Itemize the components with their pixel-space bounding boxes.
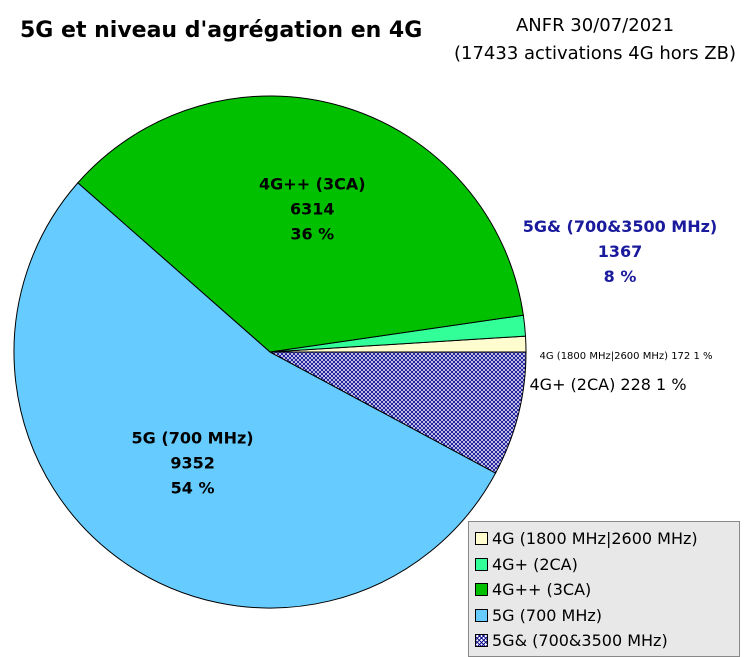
slice-label-4g: 4G (1800 MHz|2600 MHz) 172 1 % — [540, 351, 713, 362]
slice-value-5g-700-3500: 1367 — [598, 242, 643, 261]
legend-swatch-5g-700-3500 — [475, 634, 488, 648]
slice-label-5g-700-3500: 5G& (700&3500 MHz) — [523, 217, 718, 236]
slice-value-5g-700: 9352 — [170, 453, 215, 472]
legend-label-5g-700-3500: 5G& (700&3500 MHz) — [492, 631, 668, 651]
legend-item-4g-plus: 4G+ (2CA) — [475, 552, 733, 578]
legend-swatch-4g-plus — [475, 557, 488, 571]
legend-swatch-5g-700 — [475, 608, 488, 622]
legend-item-4g-plusplus: 4G++ (3CA) — [475, 577, 733, 603]
slice-percent-4g-plusplus: 36 % — [290, 225, 334, 244]
legend-label-4g-plus: 4G+ (2CA) — [492, 554, 578, 574]
subtitle-source-date: ANFR 30/07/2021 — [515, 15, 675, 36]
subtitle-activations: (17433 activations 4G hors ZB) — [454, 43, 736, 64]
legend-swatch-4g — [475, 532, 488, 546]
chart-legend: 4G (1800 MHz|2600 MHz) 4G+ (2CA) 4G++ (3… — [468, 521, 740, 657]
pie-slices — [13, 95, 527, 609]
legend-item-5g-700: 5G (700 MHz) — [475, 603, 733, 629]
chart-title: 5G et niveau d'agrégation en 4G — [20, 18, 423, 43]
legend-item-4g: 4G (1800 MHz|2600 MHz) — [475, 526, 733, 552]
pie-slice-5g-700-3500 — [269, 351, 527, 474]
legend-item-5g-700-3500: 5G& (700&3500 MHz) — [475, 628, 733, 654]
legend-label-4g-plusplus: 4G++ (3CA) — [492, 580, 592, 600]
slice-percent-5g-700-3500: 8 % — [604, 267, 637, 286]
slice-value-4g-plusplus: 6314 — [290, 200, 335, 219]
pie-labels: 4G (1800 MHz|2600 MHz) 172 1 % 4G+ (2CA) … — [132, 175, 718, 498]
slice-label-4g-plusplus: 4G++ (3CA) — [259, 175, 366, 194]
chart-subtitle: ANFR 30/07/2021 (17433 activations 4G ho… — [450, 12, 740, 68]
slice-percent-5g-700: 54 % — [171, 478, 215, 497]
pie-slice-4g-plusplus — [77, 95, 524, 353]
slice-label-4g-plus: 4G+ (2CA) 228 1 % — [529, 375, 686, 394]
legend-swatch-4g-plusplus — [475, 583, 488, 597]
legend-label-4g: 4G (1800 MHz|2600 MHz) — [492, 529, 698, 549]
pie-slice-5g-700 — [13, 182, 497, 609]
legend-label-5g-700: 5G (700 MHz) — [492, 605, 603, 625]
slice-label-5g-700: 5G (700 MHz) — [132, 428, 254, 447]
